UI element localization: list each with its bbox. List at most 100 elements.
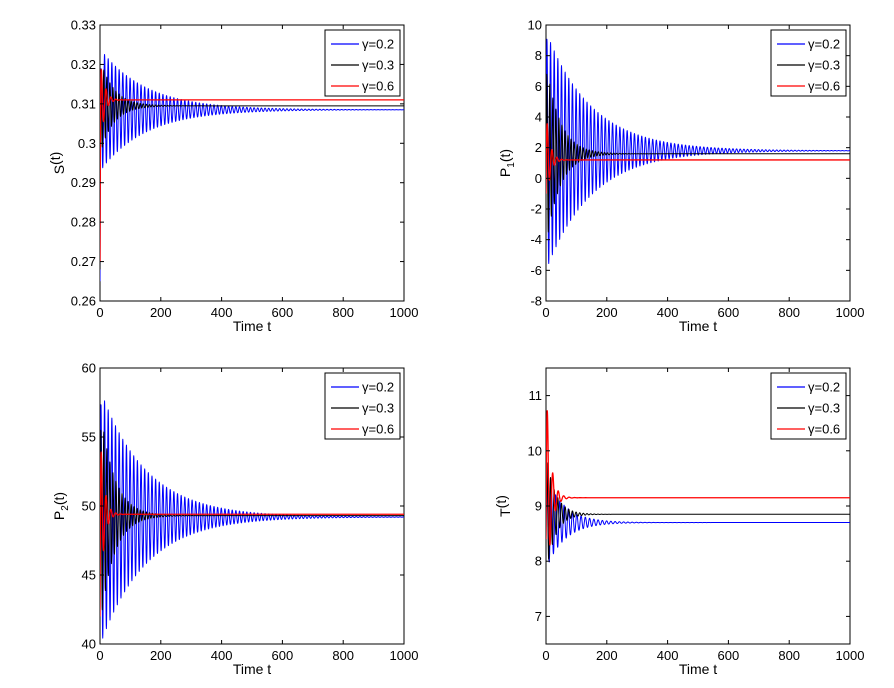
legend-entry-gamma-0-2: γ=0.2	[331, 37, 394, 52]
y-tick-label: 45	[82, 568, 96, 583]
x-tick-label: 1000	[390, 305, 419, 320]
legend: γ=0.2 γ=0.3 γ=0.6	[770, 29, 847, 97]
y-tick-label: 0	[535, 171, 542, 186]
traces	[546, 38, 850, 264]
y-tick-label: 2	[535, 140, 542, 155]
y-tick-label: -4	[530, 232, 542, 247]
series-line-1	[100, 400, 404, 639]
traces	[100, 400, 404, 639]
x-tick-label: 400	[211, 648, 233, 663]
legend-entry-gamma-0-3: γ=0.3	[777, 58, 840, 73]
x-tick-label: 400	[657, 305, 679, 320]
series-line-1	[546, 479, 850, 563]
legend-label-gamma-0-6: γ=0.6	[362, 79, 394, 94]
legend-entry-gamma-0-6: γ=0.6	[777, 422, 840, 437]
y-tick-label: 40	[82, 637, 96, 652]
legend-box	[770, 372, 847, 440]
series-line-3	[546, 123, 850, 194]
x-tick-label: 1000	[836, 305, 865, 320]
x-tick-label: 400	[657, 648, 679, 663]
y-tick-label: 0.3	[78, 136, 96, 151]
legend-label-gamma-0-3: γ=0.3	[362, 401, 394, 416]
legend-entry-gamma-0-2: γ=0.2	[331, 380, 394, 395]
x-tick-labels: 0 200 400 600 800 1000	[96, 305, 418, 320]
legend-entry-gamma-0-2: γ=0.2	[777, 37, 840, 52]
x-tick-labels: 0 200 400 600 800 1000	[96, 648, 418, 663]
ticks	[99, 367, 405, 645]
y-tick-label: 0.33	[71, 18, 96, 33]
x-axis-label: Time t	[679, 661, 717, 677]
y-tick-label: 0.29	[71, 175, 96, 190]
y-tick-label: 10	[528, 18, 542, 33]
y-tick-label: 0.27	[71, 254, 96, 269]
y-axis-label: P1(t)	[497, 149, 517, 177]
y-tick-label: -6	[530, 263, 542, 278]
legend-label-gamma-0-2: γ=0.2	[808, 380, 840, 395]
legend-entry-gamma-0-3: γ=0.3	[777, 401, 840, 416]
y-tick-label: 8	[535, 554, 542, 569]
y-axis-label-tail: (t)	[51, 492, 67, 505]
x-tick-label: 600	[272, 648, 294, 663]
x-tick-label: 600	[272, 305, 294, 320]
traces	[100, 53, 404, 282]
y-axis-label-sub: 2	[60, 505, 71, 511]
x-tick-label: 1000	[836, 648, 865, 663]
y-axis-label-tail: (t)	[493, 495, 509, 508]
series-line-2	[546, 73, 850, 233]
y-tick-label: 0.26	[71, 294, 96, 309]
x-tick-label: 200	[150, 648, 172, 663]
y-axis-label-main: P	[497, 168, 513, 177]
x-tick-label: 200	[596, 305, 618, 320]
y-tick-label: 50	[82, 499, 96, 514]
legend: γ=0.2 γ=0.3 γ=0.6	[324, 29, 401, 97]
legend-label-gamma-0-6: γ=0.6	[808, 422, 840, 437]
y-tick-label: 11	[529, 388, 543, 403]
y-axis-label: P2(t)	[51, 492, 71, 520]
y-tick-label: 6	[535, 79, 542, 94]
legend-box	[324, 29, 401, 97]
legend-label-gamma-0-3: γ=0.3	[362, 58, 394, 73]
legend-entry-gamma-0-6: γ=0.6	[331, 79, 394, 94]
y-axis-label-main: S	[51, 165, 67, 174]
y-tick-labels: -8 -6 -4 -2 0 2 4 6 8 10	[528, 18, 542, 309]
y-tick-label: 10	[528, 443, 542, 458]
legend-entry-gamma-0-3: γ=0.3	[331, 401, 394, 416]
x-tick-label: 600	[718, 305, 740, 320]
x-tick-label: 400	[211, 305, 233, 320]
y-axis-label-tail: (t)	[47, 152, 63, 165]
series-line-3	[546, 410, 850, 546]
legend-entry-gamma-0-6: γ=0.6	[331, 422, 394, 437]
x-tick-label: 800	[778, 648, 800, 663]
x-axis-label: Time t	[679, 318, 717, 334]
x-tick-label: 0	[542, 648, 549, 663]
y-tick-labels: 40 45 50 55 60	[82, 361, 96, 652]
y-tick-label: 7	[535, 609, 542, 624]
legend: γ=0.2 γ=0.3 γ=0.6	[324, 372, 401, 440]
ticks	[99, 24, 405, 302]
x-tick-label: 200	[596, 648, 618, 663]
ticks	[545, 368, 851, 644]
x-axis-label: Time t	[233, 318, 271, 334]
panel-p2: 0 200 400 600 800 1000 40 45 50 55 60 Time t P2(t…	[51, 361, 418, 678]
y-tick-label: -2	[530, 202, 542, 217]
x-tick-label: 600	[718, 648, 740, 663]
y-tick-label: 0.32	[71, 57, 96, 72]
y-tick-label: 0.28	[71, 215, 96, 230]
x-axis-label: Time t	[233, 661, 271, 677]
y-axis-label: S(t)	[47, 152, 67, 175]
y-tick-label: 9	[535, 499, 542, 514]
y-axis-label-main: T	[497, 508, 513, 517]
legend-label-gamma-0-2: γ=0.2	[362, 380, 394, 395]
x-tick-label: 1000	[390, 648, 419, 663]
y-axis-label-tail: (t)	[497, 149, 513, 162]
traces	[546, 410, 850, 563]
panel-t: 0 200 400 600 800 1000 7 8 9 10 11 Time t T(t) γ=…	[493, 367, 865, 677]
y-tick-labels: 0.26 0.27 0.28 0.29 0.3 0.31 0.32 0.33	[71, 18, 96, 309]
series-line-3	[100, 68, 404, 262]
legend-box	[770, 29, 847, 97]
y-tick-label: 4	[535, 110, 542, 125]
ticks	[545, 24, 851, 302]
x-tick-label: 0	[96, 648, 103, 663]
legend-entry-gamma-0-6: γ=0.6	[777, 79, 840, 94]
